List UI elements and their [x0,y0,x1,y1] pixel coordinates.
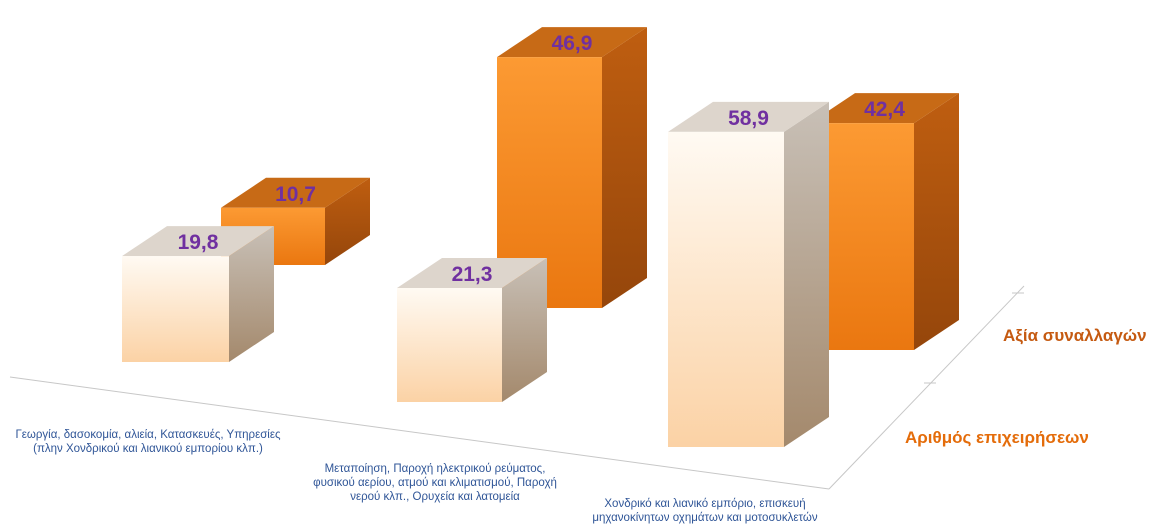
bar-transactions-2 [497,27,647,309]
series-label-transactions: Αξία συναλλαγών [1003,326,1147,345]
bar-side-face [502,258,547,402]
bar-top-face [497,27,647,58]
category-label-2: Μεταποίηση, Παροχή ηλεκτρικού ρεύματος, … [313,463,557,503]
bar-front-face [668,131,784,447]
bar-side-face [325,177,370,265]
bar-top-face [221,177,370,208]
bar-side-face [602,27,647,309]
bar-front-face [122,256,229,362]
data-label-businesses-3: 58,9 [728,107,769,130]
bar-businesses-2 [397,258,547,402]
value-labels-group: 10,7 46,9 42,4 19,8 21,3 58,9 [178,32,906,286]
category-label-1: Γεωργία, δασοκομία, αλιεία, Κατασκευές, … [15,429,281,455]
bar-top-face [810,93,959,124]
series-label-businesses: Αριθμός επιχειρήσεων [905,428,1089,447]
bar-front-face [497,57,602,309]
bar-businesses-3 [668,101,829,447]
bar-top-face [668,101,829,132]
category-label-3: Χονδρικό και λιανικό εμπόριο, επισκευή μ… [592,498,818,524]
bars-group [122,27,959,447]
bar-side-face [229,226,274,362]
bar-front-face [397,288,502,402]
data-label-businesses-2: 21,3 [452,263,493,286]
data-label-transactions-3: 42,4 [864,98,905,121]
bar-businesses-1 [122,226,274,362]
bar-top-face [122,226,274,257]
floor-lines [9,285,1025,490]
bar-transactions-3 [810,93,959,350]
bar-side-face [784,101,829,447]
bar-side-face [914,93,959,350]
bar-front-face [810,123,914,350]
data-label-transactions-1: 10,7 [275,183,316,206]
data-label-transactions-2: 46,9 [552,32,593,55]
data-label-businesses-1: 19,8 [178,231,219,254]
bar-top-face [397,258,547,289]
